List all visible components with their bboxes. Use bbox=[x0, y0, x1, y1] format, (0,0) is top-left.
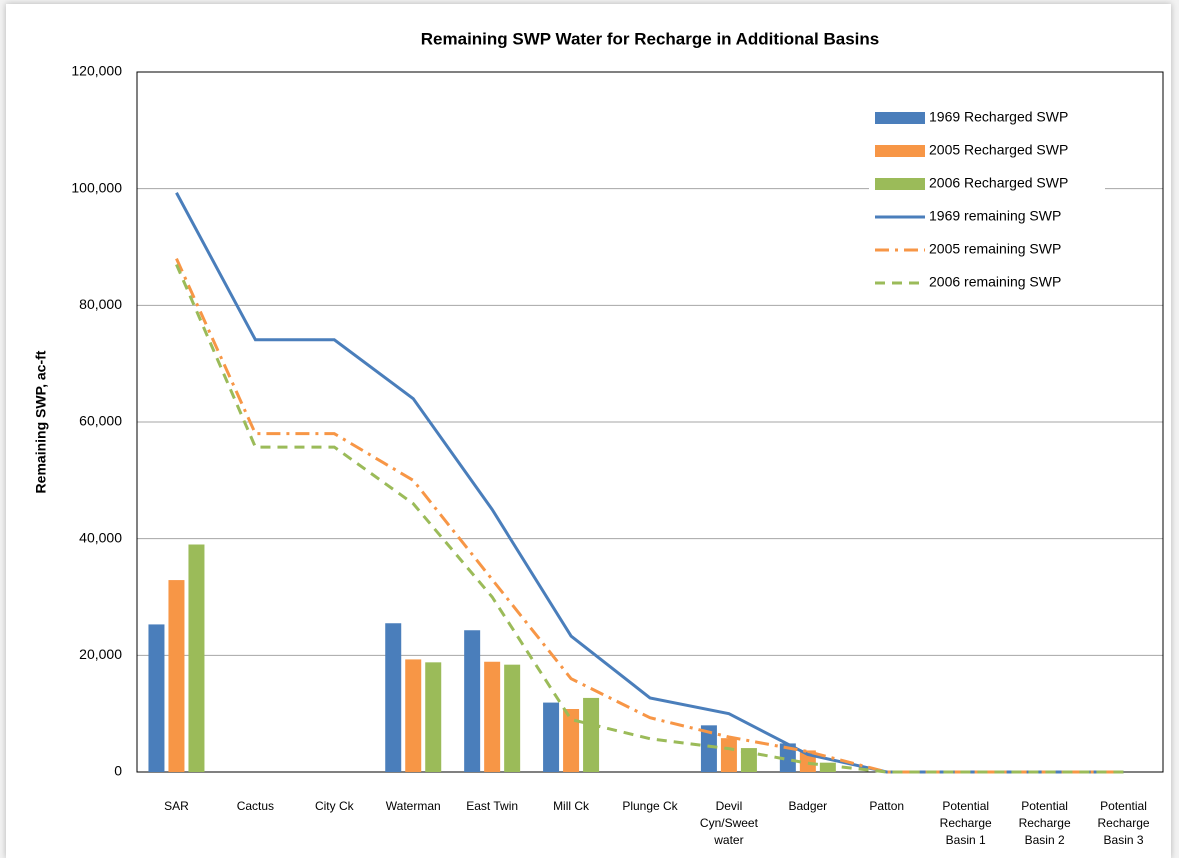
bar bbox=[740, 748, 757, 772]
y-tick-label: 40,000 bbox=[79, 529, 122, 545]
legend-swatch bbox=[875, 112, 925, 124]
bar bbox=[148, 624, 165, 772]
bar bbox=[700, 725, 717, 772]
bar bbox=[168, 580, 185, 772]
x-tick-label: Badger bbox=[788, 799, 828, 813]
bar bbox=[188, 544, 205, 772]
x-tick-label: Potential Recharge Basin 3 bbox=[1097, 799, 1150, 847]
y-tick-label: 0 bbox=[114, 763, 122, 779]
legend-label: 1969 Recharged SWP bbox=[929, 109, 1068, 125]
bar bbox=[779, 743, 796, 772]
bar bbox=[425, 662, 442, 772]
legend-box bbox=[869, 100, 1105, 304]
line bbox=[175, 263, 1124, 774]
x-tick-label: Cactus bbox=[236, 799, 275, 813]
bar bbox=[385, 623, 402, 772]
bar bbox=[405, 659, 422, 772]
x-tick-label: Patton bbox=[869, 799, 905, 813]
x-tick-label: Mill Ck bbox=[553, 799, 590, 813]
x-tick-label: Potential Recharge Basin 2 bbox=[1018, 799, 1071, 847]
plot-border bbox=[136, 71, 1164, 773]
bar bbox=[504, 664, 521, 772]
x-tick-label: East Twin bbox=[466, 799, 519, 813]
chart-title: Remaining SWP Water for Recharge in Addi… bbox=[421, 29, 879, 48]
legend-label: 1969 remaining SWP bbox=[929, 208, 1061, 224]
legend-label: 2005 Recharged SWP bbox=[929, 142, 1068, 158]
legend-label: 2006 Recharged SWP bbox=[929, 175, 1068, 191]
x-tick-label: Waterman bbox=[385, 799, 441, 813]
bar bbox=[484, 661, 501, 772]
y-tick-label: 120,000 bbox=[71, 63, 122, 79]
legend-label: 2006 remaining SWP bbox=[929, 274, 1061, 290]
x-tick-label: Potential Recharge Basin 1 bbox=[939, 799, 992, 847]
y-tick-label: 80,000 bbox=[79, 296, 122, 312]
legend-label: 2005 remaining SWP bbox=[929, 241, 1061, 257]
y-axis-label: Remaining SWP, ac-ft bbox=[33, 350, 49, 493]
legend-swatch bbox=[875, 145, 925, 157]
bar bbox=[819, 762, 836, 772]
x-tick-label: Plunge Ck bbox=[622, 799, 678, 813]
bar bbox=[563, 709, 580, 772]
bar bbox=[583, 697, 600, 772]
bar bbox=[464, 630, 481, 772]
y-tick-label: 100,000 bbox=[71, 179, 122, 195]
x-tick-label: SAR bbox=[164, 799, 189, 813]
bar bbox=[720, 738, 737, 772]
y-tick-label: 20,000 bbox=[79, 646, 122, 662]
line bbox=[175, 258, 1124, 774]
bar bbox=[543, 702, 560, 772]
x-tick-label: Devil Cyn/Sweetwater bbox=[699, 799, 758, 847]
y-tick-label: 60,000 bbox=[79, 413, 122, 429]
x-tick-label: City Ck bbox=[314, 799, 354, 813]
legend-swatch bbox=[875, 178, 925, 190]
